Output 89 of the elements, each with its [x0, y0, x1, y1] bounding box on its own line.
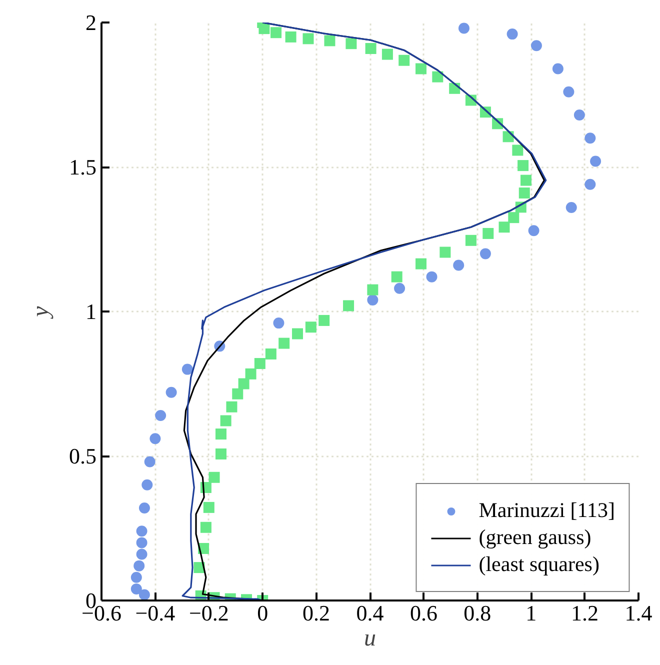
point: [182, 364, 193, 375]
point: [552, 63, 564, 74]
point: [346, 38, 357, 50]
point: [563, 86, 574, 98]
x-tick-label: 1: [526, 600, 537, 626]
point: [318, 314, 330, 326]
point: [480, 248, 491, 260]
legend-label: Marinuzzi [113]: [478, 498, 615, 523]
point: [416, 258, 427, 270]
point: [367, 294, 378, 306]
point: [285, 31, 296, 42]
point: [203, 502, 214, 513]
y-tick-label: 2: [86, 10, 96, 35]
point: [324, 35, 336, 46]
point: [453, 260, 464, 271]
point: [265, 348, 276, 360]
point: [215, 448, 226, 460]
point: [130, 583, 142, 594]
point: [138, 589, 150, 600]
point: [506, 28, 518, 40]
point: [512, 144, 524, 156]
point: [398, 54, 410, 66]
point: [590, 156, 602, 167]
point: [138, 502, 150, 514]
point: [574, 109, 585, 120]
point: [305, 322, 316, 333]
point: [150, 433, 161, 444]
x-tick-label: −0.2: [188, 600, 229, 626]
x-tick-label: 0.6: [410, 600, 438, 626]
point: [440, 246, 451, 258]
point: [292, 328, 304, 340]
point: [155, 410, 166, 422]
x-tick-label: 0.4: [356, 600, 384, 626]
point: [144, 456, 156, 468]
y-axis-title: y: [28, 306, 54, 319]
x-tick-label: −0.4: [135, 600, 176, 626]
x-tick-label: 0.2: [302, 600, 330, 626]
point: [254, 358, 266, 370]
point: [215, 428, 226, 440]
point: [528, 225, 540, 236]
point: [458, 22, 470, 34]
point: [136, 537, 148, 548]
point: [584, 178, 596, 190]
point: [465, 234, 476, 246]
point: [394, 282, 406, 294]
point: [518, 160, 529, 172]
x-tick-label: 1.4: [624, 600, 652, 626]
point: [273, 318, 284, 329]
point: [520, 174, 532, 186]
point: [343, 300, 354, 312]
point: [134, 560, 145, 572]
y-tick-label: 1.5: [69, 154, 96, 180]
point: [391, 271, 402, 282]
point: [302, 33, 314, 44]
legend-label: (green gauss): [478, 525, 592, 550]
point: [416, 63, 427, 74]
x-tick-label: 0.8: [464, 600, 492, 626]
point: [166, 386, 177, 398]
point: [136, 526, 148, 537]
point: [367, 284, 378, 296]
point: [584, 132, 596, 144]
point: [426, 271, 438, 282]
point: [226, 401, 238, 412]
point: [365, 43, 376, 54]
legend-label: (least squares): [478, 552, 600, 577]
point: [566, 202, 577, 213]
point: [232, 388, 244, 400]
point: [498, 222, 510, 233]
y-tick-label: 1: [86, 299, 96, 324]
point: [278, 338, 290, 349]
point: [142, 479, 153, 490]
point: [245, 368, 256, 380]
x-tick-label: 1.2: [571, 600, 599, 626]
point: [518, 188, 530, 199]
point: [432, 71, 444, 82]
x-tick-label: 0: [257, 600, 268, 626]
point: [238, 378, 250, 390]
point: [382, 48, 393, 60]
point: [270, 27, 282, 38]
point: [220, 415, 232, 426]
point: [508, 212, 520, 224]
point: [530, 40, 542, 52]
x-axis-title: u: [364, 626, 376, 652]
point: [130, 572, 142, 583]
point: [200, 522, 212, 533]
y-tick-label: 0.5: [69, 444, 96, 468]
point: [136, 548, 148, 560]
point: [208, 472, 220, 483]
point: [482, 228, 494, 239]
